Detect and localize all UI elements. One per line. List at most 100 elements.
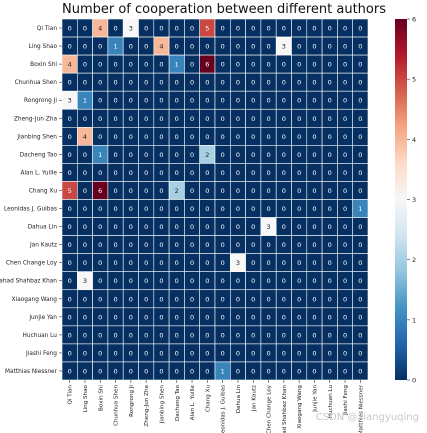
cell-value-label: 0 [205, 349, 209, 357]
cell-value-label: 0 [221, 151, 225, 159]
row-label: Junjie Yan [28, 315, 57, 321]
cell-value-label: 0 [205, 277, 209, 285]
cell-value-label: 4 [83, 133, 87, 141]
cell-value-label: 0 [297, 169, 301, 177]
cell-value-label: 0 [312, 25, 316, 33]
cell-value-label: 0 [312, 61, 316, 69]
cell-value-label: 0 [144, 169, 148, 177]
cell-value-label: 0 [236, 169, 240, 177]
cell-value-label: 0 [129, 277, 133, 285]
cell-value-label: 0 [236, 79, 240, 87]
cell-value-label: 0 [68, 43, 72, 51]
cell-value-label: 0 [98, 133, 102, 141]
cell-value-label: 0 [175, 133, 179, 141]
cell-value-label: 0 [343, 97, 347, 105]
cell-value-label: 0 [236, 133, 240, 141]
column-label: Fahad Shahbaz Khan [282, 385, 288, 433]
cell-value-label: 0 [328, 43, 332, 51]
cell-value-label: 0 [251, 349, 255, 357]
cell-value-label: 0 [266, 241, 270, 249]
cell-value-label: 0 [236, 115, 240, 123]
cell-value-label: 0 [190, 169, 194, 177]
cell-value-label: 0 [98, 97, 102, 105]
cell-value-label: 0 [144, 205, 148, 213]
cell-value-label: 0 [159, 133, 163, 141]
cell-value-label: 0 [358, 241, 362, 249]
cell-value-label: 0 [328, 25, 332, 33]
cell-value-label: 0 [205, 331, 209, 339]
cell-value-label: 0 [205, 223, 209, 231]
cell-value-label: 0 [83, 331, 87, 339]
cell-value-label: 0 [129, 133, 133, 141]
cell-value-label: 0 [175, 169, 179, 177]
cell-value-label: 0 [98, 241, 102, 249]
cell-value-label: 0 [266, 367, 270, 375]
cell-value-label: 0 [159, 115, 163, 123]
cell-value-label: 0 [358, 349, 362, 357]
cell-value-label: 0 [98, 61, 102, 69]
cell-value-label: 0 [251, 313, 255, 321]
cell-value-label: 0 [68, 133, 72, 141]
cell-value-label: 0 [266, 61, 270, 69]
cell-value-label: 0 [312, 169, 316, 177]
cell-value-label: 0 [190, 331, 194, 339]
cell-value-label: 0 [251, 277, 255, 285]
cell-value-label: 0 [266, 295, 270, 303]
cell-value-label: 0 [221, 205, 225, 213]
cell-value-label: 0 [175, 367, 179, 375]
cell-value-label: 0 [129, 367, 133, 375]
cell-value-label: 3 [68, 97, 72, 105]
cell-value-label: 0 [83, 25, 87, 33]
cell-value-label: 0 [282, 349, 286, 357]
cell-value-label: 0 [83, 115, 87, 123]
cell-value-label: 0 [297, 295, 301, 303]
cell-value-label: 0 [312, 79, 316, 87]
cell-value-label: 0 [251, 43, 255, 51]
cell-value-label: 0 [175, 295, 179, 303]
cell-value-label: 0 [297, 331, 301, 339]
cell-value-label: 0 [175, 151, 179, 159]
cell-value-label: 0 [205, 259, 209, 267]
cell-value-label: 0 [358, 259, 362, 267]
column-label: Junjie Yan [312, 385, 318, 413]
cell-value-label: 0 [159, 367, 163, 375]
colorbar-tick-label: 3 [412, 196, 416, 204]
cell-value-label: 0 [113, 349, 117, 357]
cell-value-label: 0 [221, 295, 225, 303]
cell-value-label: 0 [297, 277, 301, 285]
cell-value-label: 0 [236, 205, 240, 213]
cell-value-label: 0 [144, 259, 148, 267]
cell-value-label: 0 [144, 277, 148, 285]
cell-value-label: 0 [251, 205, 255, 213]
cell-value-label: 0 [68, 223, 72, 231]
cell-value-label: 0 [236, 277, 240, 285]
cell-value-label: 0 [251, 187, 255, 195]
cell-value-label: 0 [190, 61, 194, 69]
cell-value-label: 0 [144, 97, 148, 105]
cell-value-label: 0 [83, 241, 87, 249]
cell-value-label: 0 [159, 187, 163, 195]
column-label: Jan Kautz [251, 385, 257, 412]
cell-value-label: 0 [343, 61, 347, 69]
cell-value-label: 0 [236, 43, 240, 51]
cell-value-label: 0 [312, 97, 316, 105]
cell-value-label: 0 [83, 79, 87, 87]
column-label: Chen Change Loy [267, 384, 273, 433]
cell-value-label: 0 [266, 151, 270, 159]
cell-value-label: 0 [358, 115, 362, 123]
cell-value-label: 0 [68, 367, 72, 375]
cell-value-label: 0 [129, 97, 133, 105]
cell-value-label: 0 [205, 187, 209, 195]
cell-value-label: 0 [236, 187, 240, 195]
cell-value-label: 0 [358, 97, 362, 105]
cell-value-label: 0 [343, 367, 347, 375]
cell-value-label: 0 [98, 331, 102, 339]
cell-value-label: 0 [68, 115, 72, 123]
cell-value-label: 0 [175, 349, 179, 357]
cell-value-label: 0 [358, 169, 362, 177]
cell-value-label: 0 [175, 79, 179, 87]
cell-value-label: 0 [83, 295, 87, 303]
cell-value-label: 1 [221, 367, 225, 375]
cell-value-label: 0 [68, 349, 72, 357]
cell-value-label: 0 [175, 43, 179, 51]
